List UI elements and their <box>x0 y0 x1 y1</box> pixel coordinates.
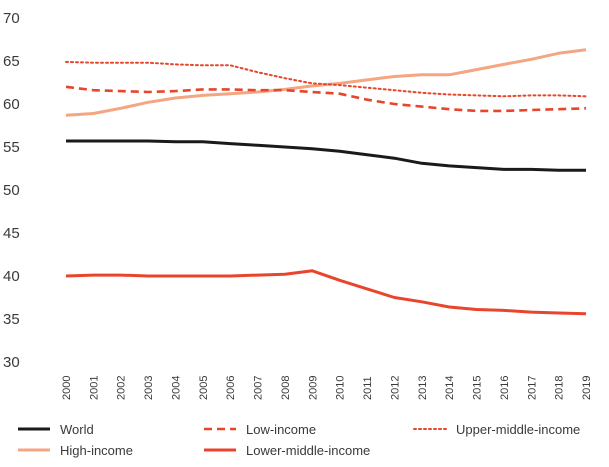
x-tick-label: 2004 <box>170 376 182 400</box>
x-tick-label: 2010 <box>335 376 347 400</box>
x-tick-label: 2019 <box>581 376 593 400</box>
y-tick-label: 35 <box>3 311 20 328</box>
series-line-low-income <box>65 85 587 113</box>
legend: World Low-income Upper-middle-income High-i… <box>18 422 580 458</box>
legend-label-low-income: Low-income <box>246 422 316 437</box>
legend-label-high-income: High-income <box>60 443 133 458</box>
series-line-lower-middle-income <box>65 269 587 316</box>
x-tick-label: 2014 <box>444 376 456 400</box>
y-tick-label: 30 <box>3 354 20 371</box>
y-tick-label: 55 <box>3 139 20 156</box>
y-tick-label: 40 <box>3 268 20 285</box>
y-axis: 30 35 40 45 50 55 60 65 70 <box>3 10 20 371</box>
x-tick-label: 2018 <box>554 376 566 400</box>
x-tick-label: 2012 <box>389 376 401 400</box>
x-tick-label: 2017 <box>526 376 538 400</box>
x-tick-label: 2007 <box>253 376 265 400</box>
x-tick-label: 2015 <box>472 376 484 400</box>
y-tick-label: 60 <box>3 96 20 113</box>
x-tick-label: 2016 <box>499 376 511 400</box>
series-line-world <box>66 139 586 172</box>
x-tick-label: 2002 <box>116 376 128 400</box>
legend-label-world: World <box>60 422 94 437</box>
plot-area <box>65 48 587 316</box>
y-tick-label: 50 <box>3 182 20 199</box>
x-tick-label: 2003 <box>143 376 155 400</box>
x-tick-label: 2006 <box>225 376 237 400</box>
x-tick-label: 2009 <box>307 376 319 400</box>
x-axis: 2000 2001 2002 2003 2004 2005 2006 2007 2008 2009… <box>61 376 593 400</box>
x-tick-label: 2005 <box>198 376 210 400</box>
x-tick-label: 2008 <box>280 376 292 400</box>
legend-label-lower-middle-income: Lower-middle-income <box>246 443 370 458</box>
series-line-upper-middle-income <box>65 60 587 98</box>
y-tick-label: 45 <box>3 225 20 242</box>
x-tick-label: 2013 <box>417 376 429 400</box>
x-tick-label: 2011 <box>362 376 374 400</box>
x-tick-label: 2000 <box>61 376 73 400</box>
x-tick-label: 2001 <box>88 376 100 400</box>
y-tick-label: 70 <box>3 10 20 27</box>
y-tick-label: 65 <box>3 53 20 70</box>
series-line-high-income <box>65 48 587 117</box>
legend-label-upper-middle-income: Upper-middle-income <box>456 422 580 437</box>
